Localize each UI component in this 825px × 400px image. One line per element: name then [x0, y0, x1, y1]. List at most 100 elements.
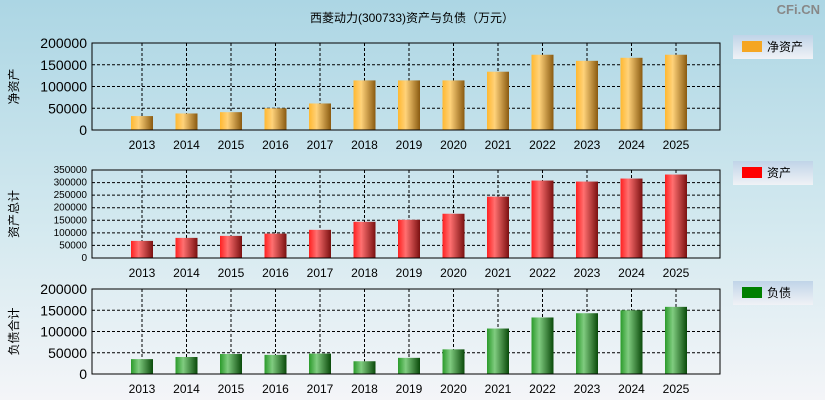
x-tick-label: 2023	[574, 138, 601, 152]
bar-2015	[220, 112, 242, 130]
legend-swatch	[742, 287, 762, 298]
bar-2015	[220, 354, 242, 374]
y-tick-label: 0	[81, 253, 87, 264]
x-tick-label: 2021	[485, 382, 512, 396]
legend-swatch	[742, 167, 762, 178]
y-tick-label: 50000	[48, 345, 87, 361]
bar-2018	[353, 80, 376, 130]
watermark: CFi.CN	[777, 2, 820, 17]
x-tick-label: 2018	[351, 382, 378, 396]
x-tick-label: 2025	[663, 266, 690, 280]
x-tick-label: 2017	[307, 138, 334, 152]
x-tick-label: 2015	[218, 266, 245, 280]
x-tick-label: 2022	[529, 138, 556, 152]
bar-2022	[531, 180, 554, 258]
y-tick-label: 300000	[54, 178, 88, 189]
bar-2025	[665, 54, 687, 131]
x-tick-label: 2021	[485, 266, 512, 280]
x-tick-label: 2018	[351, 266, 378, 280]
bar-2019	[398, 80, 420, 130]
bar-2018	[353, 361, 376, 374]
y-axis-label: 资产总计	[7, 190, 21, 238]
bar-2020	[442, 213, 465, 258]
x-tick-label: 2024	[618, 382, 645, 396]
bar-2021	[487, 71, 509, 130]
y-axis-label: 净资产	[7, 68, 21, 104]
chart-panel-0: 0 50000 100000 150000 200000 2013 2014 2015 2016…	[7, 35, 813, 152]
y-tick-label: 150000	[40, 302, 87, 318]
bar-2017	[309, 103, 331, 130]
bar-2015	[220, 235, 242, 258]
bar-2014	[175, 357, 198, 374]
y-tick-label: 100000	[40, 79, 87, 95]
x-tick-label: 2017	[307, 382, 334, 396]
bar-2017	[309, 353, 331, 374]
x-tick-label: 2019	[396, 382, 423, 396]
x-tick-label: 2013	[129, 266, 156, 280]
x-tick-label: 2025	[663, 138, 690, 152]
y-tick-label: 0	[79, 122, 87, 138]
x-tick-label: 2013	[129, 382, 156, 396]
legend-label: 资产	[767, 166, 791, 180]
y-tick-label: 150000	[54, 215, 88, 226]
y-tick-label: 0	[79, 366, 87, 382]
x-tick-label: 2020	[440, 138, 467, 152]
plot-frame	[91, 288, 721, 375]
x-tick-label: 2025	[663, 382, 690, 396]
x-tick-label: 2020	[440, 382, 467, 396]
x-tick-label: 2024	[618, 138, 645, 152]
y-tick-label: 200000	[40, 35, 87, 51]
bar-2014	[175, 237, 198, 258]
x-tick-label: 2022	[529, 382, 556, 396]
x-tick-label: 2020	[440, 266, 467, 280]
bar-2022	[531, 317, 554, 374]
x-tick-label: 2023	[574, 382, 601, 396]
y-tick-label: 50000	[48, 100, 87, 116]
bar-2024	[620, 178, 643, 258]
bar-2013	[131, 240, 153, 258]
y-tick-label: 100000	[54, 228, 88, 239]
x-tick-label: 2017	[307, 266, 334, 280]
bar-2021	[487, 328, 509, 374]
bar-2013	[131, 116, 153, 130]
x-tick-label: 2019	[396, 266, 423, 280]
bar-2023	[576, 181, 598, 258]
chart-title: 西菱动力(300733)资产与负债（万元）	[310, 11, 514, 25]
x-tick-label: 2016	[262, 266, 289, 280]
bar-2019	[398, 357, 420, 374]
y-tick-label: 200000	[54, 203, 88, 214]
x-tick-label: 2018	[351, 138, 378, 152]
bar-2013	[131, 359, 153, 374]
y-tick-label: 250000	[54, 190, 88, 201]
bar-2021	[487, 196, 509, 258]
bar-2022	[531, 54, 554, 131]
x-tick-label: 2014	[173, 266, 200, 280]
y-axis-label: 负债合计	[6, 307, 21, 355]
bar-2017	[309, 229, 331, 258]
x-tick-label: 2015	[218, 382, 245, 396]
y-tick-label: 50000	[59, 240, 87, 251]
x-tick-label: 2016	[262, 382, 289, 396]
x-tick-label: 2023	[574, 266, 601, 280]
bar-2025	[665, 306, 687, 374]
y-tick-label: 350000	[54, 165, 88, 176]
x-tick-label: 2022	[529, 266, 556, 280]
bar-2020	[442, 80, 465, 130]
bar-2019	[398, 219, 420, 258]
x-tick-label: 2021	[485, 138, 512, 152]
bar-2024	[620, 310, 643, 374]
x-tick-label: 2019	[396, 138, 423, 152]
x-tick-label: 2016	[262, 138, 289, 152]
x-tick-label: 2024	[618, 266, 645, 280]
plot-frame	[91, 169, 721, 259]
y-tick-label: 100000	[40, 324, 87, 340]
bar-2020	[442, 349, 465, 374]
x-tick-label: 2013	[129, 138, 156, 152]
x-tick-label: 2015	[218, 138, 245, 152]
bar-2016	[264, 233, 287, 258]
bar-2016	[264, 354, 287, 374]
legend-label: 负债	[767, 286, 791, 300]
bar-2023	[576, 313, 598, 374]
